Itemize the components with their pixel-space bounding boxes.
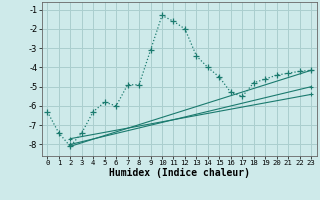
X-axis label: Humidex (Indice chaleur): Humidex (Indice chaleur) [109, 168, 250, 178]
